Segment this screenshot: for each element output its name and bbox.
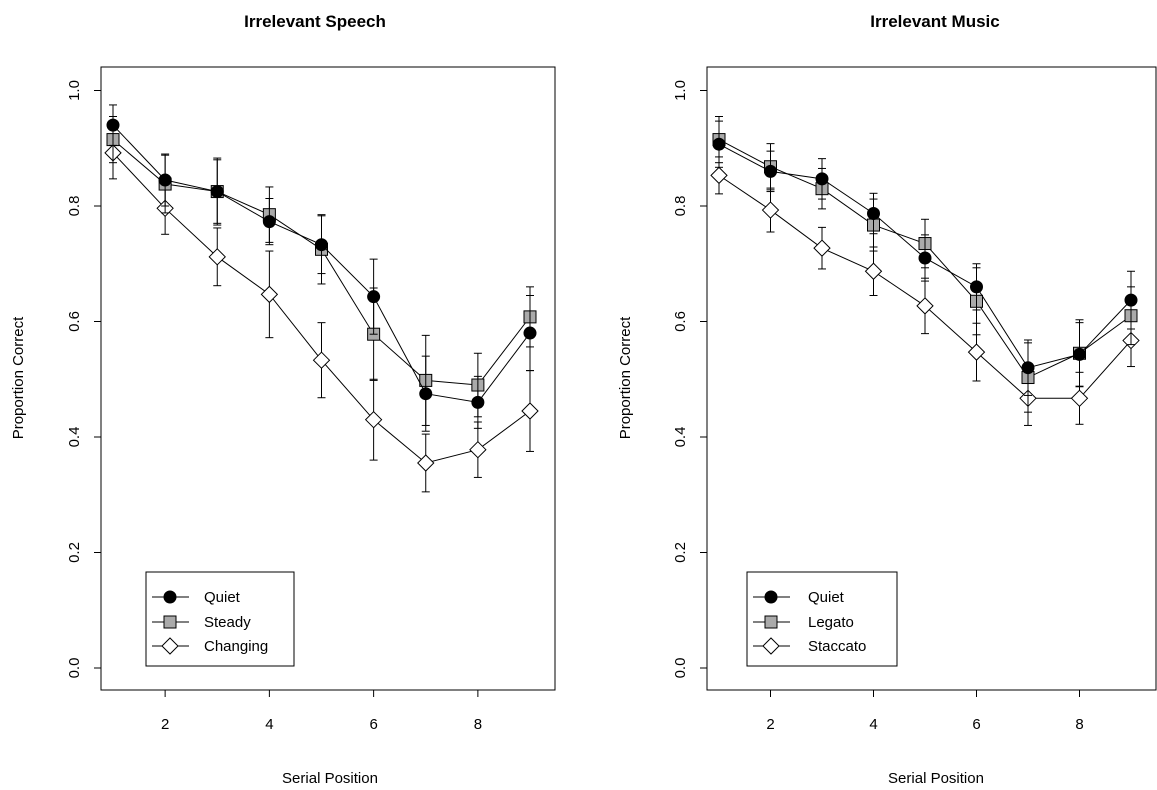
legend-label: Quiet — [204, 589, 241, 606]
data-point-staccato — [967, 343, 986, 361]
legend-marker-open-diamond — [762, 637, 780, 655]
y-axis-label: Proportion Correct — [10, 316, 27, 439]
x-axis-label: Serial Position — [888, 770, 984, 787]
legend-item-steady: Steady — [152, 614, 251, 631]
y-tick-label: 0.4 — [672, 427, 689, 448]
y-tick-label: 0.2 — [672, 542, 689, 563]
y-tick-label: 1.0 — [66, 80, 83, 101]
data-point-quiet — [712, 137, 726, 151]
data-point-staccato — [1070, 389, 1089, 408]
data-point-quiet — [918, 251, 932, 265]
data-point-quiet — [158, 173, 172, 187]
y-tick-label: 0.6 — [66, 311, 83, 332]
y-tick-label: 0.6 — [672, 311, 689, 332]
x-tick-label: 2 — [766, 716, 774, 733]
data-point-quiet — [1073, 347, 1086, 361]
y-tick-label: 0.4 — [66, 427, 83, 448]
data-point-staccato — [813, 239, 831, 257]
x-tick-label: 4 — [869, 716, 877, 733]
x-tick-label: 6 — [369, 716, 377, 733]
data-point-quiet — [815, 172, 829, 186]
x-tick-label: 4 — [265, 716, 273, 733]
plot-frame — [706, 66, 1157, 691]
data-point-changing — [417, 454, 435, 472]
legend: Quiet Legato Staccato — [746, 571, 898, 667]
legend-item-changing: Changing — [152, 637, 268, 655]
legend-marker-filled-circle — [764, 590, 778, 604]
legend-item-staccato: Staccato — [753, 637, 866, 655]
plot-area: 0.0 0.2 0.4 0.6 0.8 1.0 2 4 6 8 — [672, 66, 1157, 733]
x-tick-label: 2 — [161, 716, 169, 733]
data-point-staccato — [710, 166, 728, 185]
x-axis-label: Serial Position — [282, 770, 378, 787]
legend-marker-gray-square — [163, 615, 177, 629]
data-point-quiet — [523, 326, 537, 340]
panel-irrelevant-speech: Irrelevant Speech Serial Position Propor… — [10, 12, 556, 787]
y-tick-label: 0.8 — [672, 196, 689, 217]
data-point-staccato — [761, 201, 780, 219]
x-tick-label: 8 — [474, 716, 482, 733]
data-point-quiet — [1124, 293, 1138, 307]
data-point-quiet — [367, 290, 381, 304]
plot-frame — [100, 66, 556, 691]
data-point-quiet — [315, 238, 328, 252]
data-point-changing — [312, 351, 331, 369]
legend-item-legato: Legato — [753, 614, 854, 631]
data-point-staccato — [916, 297, 934, 315]
y-tick-label: 0.2 — [66, 542, 83, 563]
data-point-quiet — [1021, 361, 1035, 375]
data-point-changing — [521, 402, 539, 420]
legend-label: Staccato — [808, 638, 866, 655]
data-point-quiet — [471, 395, 485, 409]
data-point-quiet — [970, 280, 983, 294]
legend-label: Changing — [204, 638, 268, 655]
panel-irrelevant-music: Irrelevant Music Serial Position Proport… — [617, 12, 1157, 787]
legend-marker-open-diamond — [161, 637, 179, 655]
chart-title: Irrelevant Music — [870, 12, 999, 31]
legend-item-quiet: Quiet — [152, 589, 241, 606]
chart-title: Irrelevant Speech — [244, 12, 386, 31]
y-axis-label: Proportion Correct — [617, 316, 634, 439]
data-point-staccato — [864, 262, 883, 280]
legend-label: Legato — [808, 614, 854, 631]
data-point-quiet — [764, 164, 777, 178]
x-tick-label: 6 — [972, 716, 980, 733]
data-point-changing — [260, 285, 279, 304]
y-tick-label: 1.0 — [672, 80, 689, 101]
data-point-changing — [469, 440, 487, 459]
data-point-quiet — [106, 118, 120, 132]
legend-label: Quiet — [808, 589, 845, 606]
x-tick-label: 8 — [1075, 716, 1083, 733]
y-tick-label: 0.8 — [66, 196, 83, 217]
legend-marker-filled-circle — [163, 590, 177, 604]
series-line-changing — [112, 152, 531, 464]
y-tick-label: 0.0 — [66, 658, 83, 679]
legend: Quiet Steady Changing — [145, 571, 295, 667]
legend-item-quiet: Quiet — [753, 589, 845, 606]
data-point-changing — [208, 248, 226, 266]
data-point-changing — [364, 410, 383, 429]
legend-label: Steady — [204, 614, 251, 631]
plot-area: 0.0 0.2 0.4 0.6 0.8 1.0 2 4 6 8 — [66, 66, 556, 733]
legend-marker-gray-square — [764, 615, 778, 629]
data-point-quiet — [419, 387, 433, 401]
data-point-quiet — [867, 207, 880, 221]
data-point-quiet — [262, 215, 276, 229]
y-tick-label: 0.0 — [672, 658, 689, 679]
data-point-quiet — [210, 185, 224, 199]
